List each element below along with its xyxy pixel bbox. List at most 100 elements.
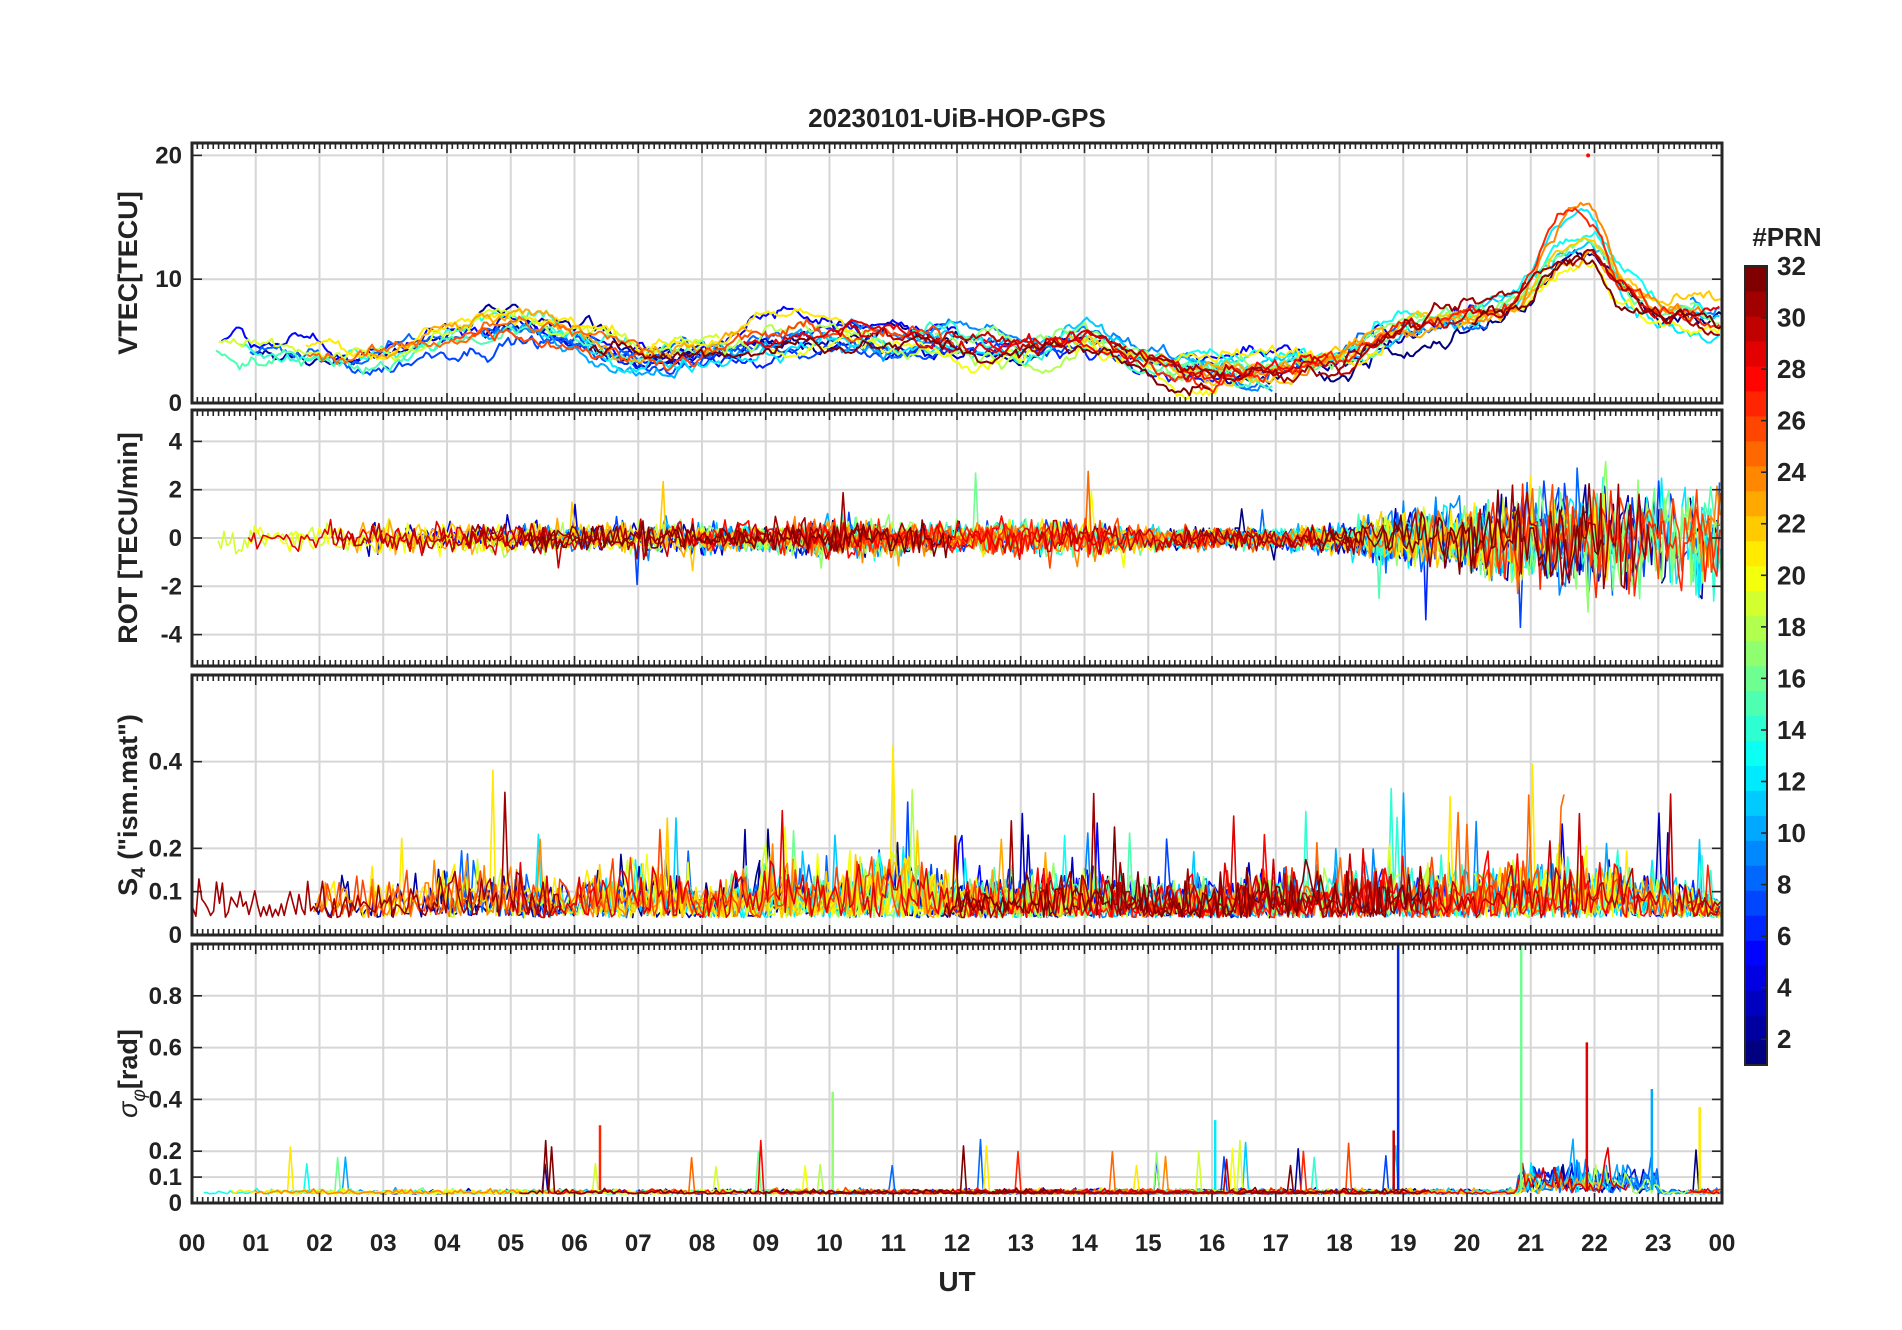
x-tick-label: 06	[561, 1230, 588, 1257]
colorbar-swatch	[1745, 815, 1767, 841]
colorbar-tick-label: 26	[1777, 406, 1806, 436]
series-line-prn32	[1317, 482, 1605, 581]
series-line-prn32	[527, 519, 953, 559]
x-tick-label: 20	[1454, 1230, 1481, 1257]
ylabel-rest: ("ism.mat")	[113, 714, 143, 867]
x-tick-label: 00	[179, 1230, 206, 1257]
ylabel-rest: [rad]	[113, 1029, 143, 1089]
y-tick-label-vtec: 10	[155, 266, 182, 293]
ticks-s4	[191, 675, 1723, 936]
y-tick-label-sigma_phi: 0.6	[149, 1035, 182, 1062]
y-tick-label-rot: 0	[169, 525, 182, 552]
series-line-prn32	[1471, 254, 1722, 330]
colorbar-swatch	[1745, 790, 1767, 816]
series-line-prn17	[934, 272, 1551, 381]
ylabel-sub: 4	[129, 867, 150, 878]
colorbar-swatch	[1745, 390, 1767, 417]
x-tick-label: 03	[370, 1230, 397, 1257]
series-line-prn30	[1038, 519, 1361, 556]
colorbar-tick-label: 4	[1777, 973, 1792, 1003]
colorbar-tick-label: 10	[1777, 818, 1806, 848]
series-line-prn31	[1173, 483, 1652, 590]
y-axis-label-s4: S4 ("ism.mat")	[113, 714, 150, 896]
panels-layer: 0 10 20 VTEC[TECU] -4 -2 0 2 4 ROT [TECU/min] 0 0.1…	[113, 141, 1724, 1217]
colorbar-swatch	[1745, 940, 1767, 966]
y-tick-label-rot: 2	[169, 477, 182, 504]
y-tick-label-s4: 0	[169, 922, 182, 949]
colorbar-swatch	[1745, 765, 1767, 791]
colorbar-tick-label: 30	[1777, 303, 1806, 333]
colorbar-swatch	[1745, 690, 1767, 717]
series-line-prn24	[788, 515, 1326, 568]
series-line-prn12	[541, 329, 1032, 374]
colorbar-swatch	[1745, 540, 1767, 567]
y-tick-label-s4: 0.1	[149, 879, 182, 906]
colorbar-swatch	[1745, 665, 1767, 692]
x-tick-label: 10	[816, 1230, 843, 1257]
x-tick-label: 11	[881, 1230, 906, 1257]
series-line-prn1	[1317, 249, 1722, 383]
colorbar-swatch	[1745, 465, 1767, 492]
y-tick-label-rot: -2	[161, 573, 182, 600]
colorbar-swatch	[1745, 640, 1767, 667]
colorbar-swatch	[1745, 890, 1767, 916]
y-tick-label-rot: -4	[161, 622, 183, 649]
series-line-prn30	[1689, 888, 1721, 918]
ylabel-sub: φ	[129, 1089, 150, 1101]
series-line-prn32	[519, 1139, 1058, 1195]
x-tick-label: 18	[1326, 1230, 1353, 1257]
x-tick-label: 17	[1262, 1230, 1289, 1257]
x-tick-label: 02	[306, 1230, 333, 1257]
series-line-prn32	[588, 335, 1211, 397]
colorbar-swatch	[1745, 590, 1767, 617]
series-group-rot	[217, 460, 1722, 629]
series-group-sigma_phi	[203, 944, 1722, 1195]
colorbar-swatch	[1745, 315, 1767, 342]
y-tick-label-sigma_phi: 0.4	[149, 1086, 183, 1113]
colorbar-tick-label: 16	[1777, 663, 1806, 693]
series-line-prn28	[966, 833, 1654, 919]
colorbar-swatch	[1745, 615, 1767, 642]
y-tick-label-s4: 0.4	[149, 749, 183, 776]
y-tick-label-vtec: 20	[155, 142, 182, 169]
colorbar-tick-label: 2	[1777, 1024, 1791, 1054]
series-line-prn27	[1687, 1188, 1721, 1194]
panel-sigma_phi: 00.10.2 0.4 0.6 0.8 σφ[rad]	[113, 942, 1724, 1217]
x-tick-label: 21	[1517, 1230, 1544, 1257]
x-tick-label: 08	[689, 1230, 716, 1257]
ticks-vtec	[191, 143, 1723, 404]
colorbar-tick-label: 18	[1777, 612, 1806, 642]
x-tick-label: 14	[1071, 1230, 1098, 1257]
colorbar-tick-label: 14	[1777, 715, 1806, 745]
x-tick-label: 04	[434, 1230, 461, 1257]
ylabel-main: σ	[113, 1100, 143, 1118]
x-tick-label: 07	[625, 1230, 652, 1257]
colorbar-swatch	[1745, 440, 1767, 467]
grid-rot	[192, 410, 1722, 666]
x-tick-label: 23	[1645, 1230, 1672, 1257]
series-line-prn26	[1416, 855, 1721, 919]
ylabel-main: S	[113, 878, 143, 896]
colorbar-swatch	[1745, 565, 1767, 592]
series-line-prn31	[192, 791, 562, 919]
series-group-s4	[192, 744, 1722, 919]
series-line-prn29	[507, 809, 987, 919]
y-axis-label-vtec: VTEC[TECU]	[113, 191, 143, 355]
x-axis: 00 01 02 03 04 05 06 07 08 09 10 11 12 13 14 15 16 17 18 19…	[179, 1230, 1736, 1257]
series-group-vtec	[215, 153, 1722, 401]
colorbar-label: #PRN	[1752, 222, 1821, 252]
colorbar-tick-label: 22	[1777, 509, 1806, 539]
y-tick-label-vtec: 0	[169, 390, 182, 417]
x-tick-label: 12	[944, 1230, 971, 1257]
colorbar-swatch	[1745, 266, 1767, 292]
series-line-prn25	[306, 315, 658, 365]
colorbar-swatch	[1745, 415, 1767, 442]
colorbar-swatch	[1745, 1040, 1767, 1066]
y-axis-label-rot: ROT [TECU/min]	[113, 432, 143, 643]
y-tick-label-s4: 0.2	[149, 835, 182, 862]
panel-rot: -4 -2 0 2 4 ROT [TECU/min]	[113, 408, 1724, 668]
colorbar-swatch	[1745, 965, 1767, 991]
y-tick-label-rot: 4	[169, 428, 183, 455]
series-line-prn27	[1689, 864, 1721, 917]
